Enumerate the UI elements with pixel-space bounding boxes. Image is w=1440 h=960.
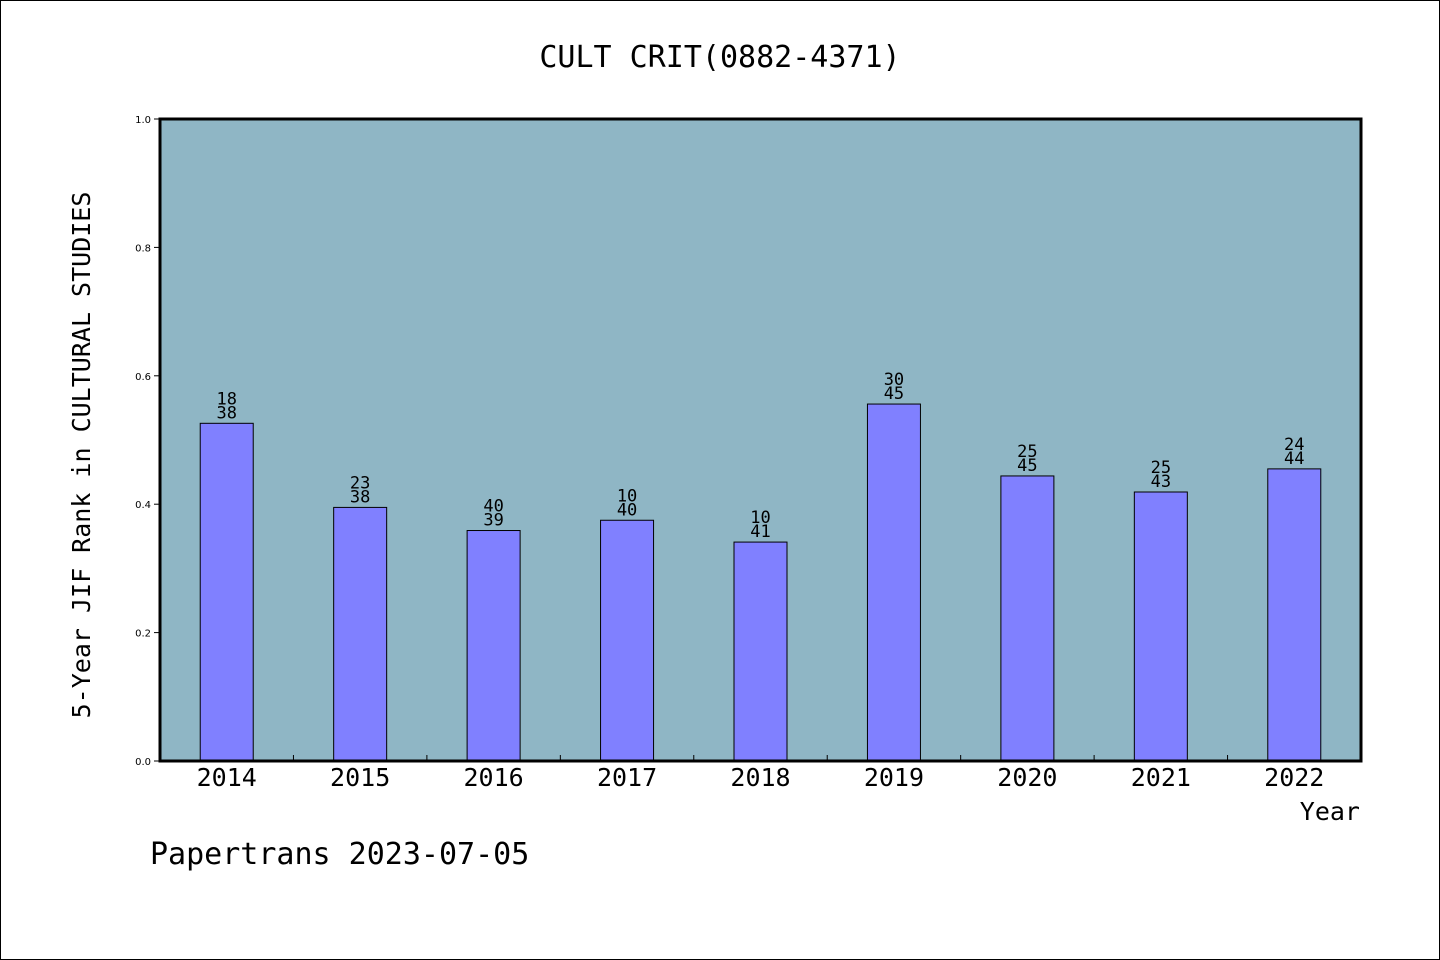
data-label-total-2016: 39 [483,511,503,531]
data-label-total-2019: 45 [884,384,904,404]
bar-2019 [866,403,921,762]
bar-2021 [1133,491,1188,762]
x-tick-label-2016: 2016 [464,763,524,792]
y-tick-label-0.2: 0.2 [135,629,151,640]
bar-2017 [600,519,655,762]
data-label-rank-2019: 30 [884,370,904,390]
bar-2014 [199,422,254,762]
y-tick-label-1.0: 1.0 [135,115,151,126]
x-tick-label-2022: 2022 [1264,763,1324,792]
data-label-rank-2021: 25 [1151,458,1171,478]
x-tick-label-2021: 2021 [1131,763,1191,792]
y-tick-label-0.0: 0.0 [135,757,151,768]
footer-credit: Papertrans 2023-07-05 [150,837,529,872]
data-label-rank-2022: 24 [1284,435,1304,455]
y-tick-label-0.8: 0.8 [135,243,151,254]
data-label-total-2015: 38 [350,487,370,507]
x-tick-label-2018: 2018 [730,763,790,792]
data-label-total-2017: 40 [617,500,637,520]
y-axis-label: 5-Year JIF Rank in CULTURAL STUDIES [67,192,96,719]
bar-2015 [333,506,388,762]
data-label-rank-2014: 18 [216,389,236,409]
chart-title: CULT CRIT(0882-4371) [539,40,900,75]
bar-2022 [1267,468,1322,762]
y-tick-label-0.4: 0.4 [135,500,151,511]
x-tick-label-2015: 2015 [330,763,390,792]
data-label-rank-2015: 23 [350,473,370,493]
data-label-total-2022: 44 [1284,449,1304,469]
data-label-rank-2018: 10 [750,508,770,528]
data-label-rank-2017: 10 [617,486,637,506]
x-tick-label-2020: 2020 [997,763,1057,792]
x-tick-label-2014: 2014 [197,763,257,792]
data-label-total-2018: 41 [750,522,770,542]
bar-2016 [466,530,521,762]
bar-2018 [733,541,788,762]
plot-border [158,117,1363,763]
bar-2020 [1000,475,1055,762]
y-tick-label-0.6: 0.6 [135,372,151,383]
data-label-rank-2020: 25 [1017,442,1037,462]
x-axis-label: Year [1300,797,1360,826]
data-label-total-2021: 43 [1151,472,1171,492]
data-label-total-2020: 45 [1017,456,1037,476]
data-label-total-2014: 38 [216,403,236,423]
x-tick-label-2017: 2017 [597,763,657,792]
x-tick-label-2019: 2019 [864,763,924,792]
data-label-rank-2016: 40 [483,497,503,517]
